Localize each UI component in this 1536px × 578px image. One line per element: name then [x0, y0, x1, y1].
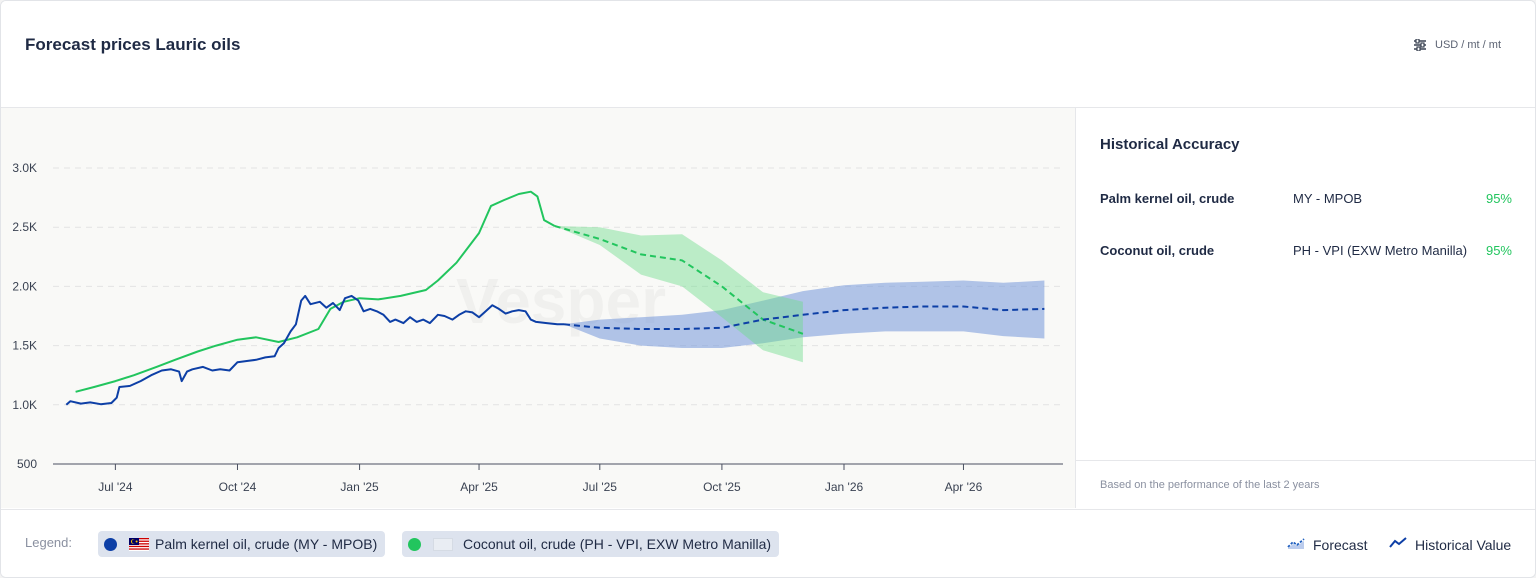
x-tick-label: Jan '25: [340, 480, 379, 494]
accuracy-title: Historical Accuracy: [1100, 136, 1240, 153]
unit-selector[interactable]: USD / mt / mt: [1413, 37, 1501, 53]
forecast-band: [554, 226, 803, 363]
flag-placeholder-icon: [433, 537, 453, 551]
unit-label: USD / mt / mt: [1435, 39, 1501, 51]
historical-line: [65, 294, 564, 406]
accuracy-value: 95%: [1485, 243, 1512, 258]
legend-item-coconut-oil[interactable]: Coconut oil, crude (PH - VPI, EXW Metro …: [402, 531, 780, 557]
accuracy-panel: Historical Accuracy Palm kernel oil, cru…: [1076, 108, 1535, 508]
x-tick-label: Oct '24: [219, 480, 257, 494]
chart-area: Vesper 500 1.0K 1.5K 2.0K 2.5K 3.0K Jul '24 Oct…: [1, 108, 1076, 508]
y-tick-label: 500: [17, 457, 37, 471]
y-tick-label: 1.5K: [12, 339, 37, 353]
footnote-text: Based on the performance of the last 2 y…: [1100, 479, 1320, 491]
x-tick-label: Apr '26: [945, 480, 983, 494]
accuracy-value: 95%: [1485, 191, 1512, 206]
x-tick-label: Jan '26: [825, 480, 864, 494]
legend-item-label: Palm kernel oil, crude (MY - MPOB): [155, 536, 378, 552]
forecast-icon: [1287, 536, 1305, 553]
legend-label: Legend:: [25, 535, 72, 550]
y-tick-label: 2.5K: [12, 220, 37, 234]
accuracy-footnote: Based on the performance of the last 2 y…: [1076, 460, 1535, 509]
historical-label: Historical Value: [1415, 536, 1512, 553]
product-name: Coconut oil, crude: [1100, 243, 1215, 258]
legend-bar: Legend: Palm kernel oil, crude (MY - MPO…: [1, 509, 1535, 577]
product-source: MY - MPOB: [1293, 191, 1363, 206]
sliders-icon: [1413, 39, 1427, 51]
y-tick-label: 2.0K: [12, 279, 37, 293]
forecast-legend: Forecast: [1287, 536, 1367, 553]
legend-item-label: Coconut oil, crude (PH - VPI, EXW Metro …: [463, 536, 772, 552]
legend-item-palm-kernel-oil[interactable]: Palm kernel oil, crude (MY - MPOB): [98, 531, 386, 557]
trend-line-icon: [1389, 536, 1407, 553]
accuracy-row: Palm kernel oil, crude MY - MPOB 95%: [1100, 191, 1512, 211]
y-tick-label: 3.0K: [12, 161, 37, 175]
product-name: Palm kernel oil, crude: [1100, 191, 1235, 206]
forecast-label: Forecast: [1313, 536, 1368, 553]
series-dot: [408, 537, 421, 551]
x-tick-label: Jul '25: [583, 480, 618, 494]
y-tick-label: 1.0K: [12, 398, 37, 412]
malaysia-flag-icon: [129, 537, 149, 551]
series-dot: [104, 537, 117, 551]
x-tick-label: Oct '25: [703, 480, 741, 494]
historical-legend: Historical Value: [1389, 536, 1511, 553]
product-source: PH - VPI (EXW Metro Manilla): [1293, 243, 1468, 258]
page-title: Forecast prices Lauric oils: [25, 35, 241, 54]
x-tick-label: Apr '25: [460, 480, 498, 494]
x-tick-label: Jul '24: [98, 480, 133, 494]
forecast-line: [563, 305, 1045, 330]
accuracy-row: Coconut oil, crude PH - VPI (EXW Metro M…: [1100, 243, 1512, 263]
card-header: Forecast prices Lauric oils USD / mt / m…: [1, 1, 1535, 108]
